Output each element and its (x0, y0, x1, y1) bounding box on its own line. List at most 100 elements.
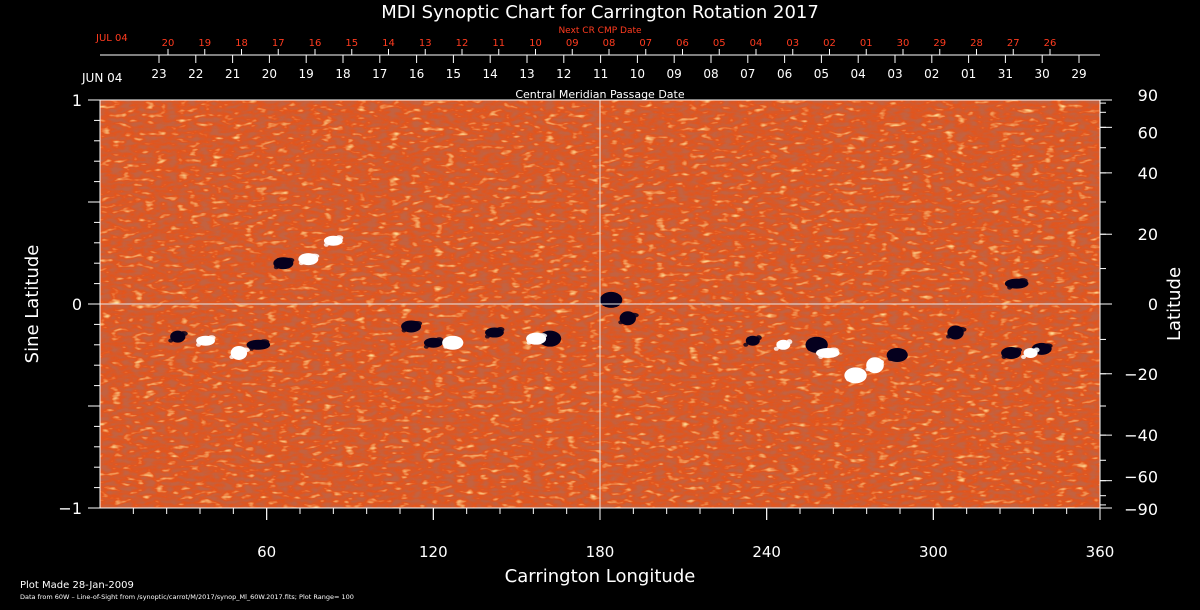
next-cmp-date-label: 07 (639, 38, 652, 49)
cmp-date-label: 16 (409, 67, 424, 81)
active-region-fragment (755, 335, 762, 341)
cmp-date-label: 07 (740, 67, 755, 81)
next-cmp-date-label: 20 (162, 38, 175, 49)
cmp-date-label: 06 (777, 67, 792, 81)
cmp-axis: JUN 04 23 22 21 20 19 18 17 16 15 14 13 12 11 10 09 08 0… (81, 55, 1087, 101)
x-axis-label: Carrington Longitude (505, 566, 696, 587)
data-source-note: Data from 60W – Line-of-Sight from /syno… (20, 593, 354, 601)
active-region-fragment (284, 257, 295, 263)
active-region-fragment (196, 342, 202, 347)
active-region-fragment (401, 328, 407, 333)
active-region-fragment (613, 294, 622, 300)
cmp-date-label: 31 (998, 67, 1013, 81)
y-right-tick-label: −90 (1124, 500, 1158, 519)
next-cmp-date-label: 12 (456, 38, 469, 49)
active-region-fragment (887, 357, 893, 361)
cmp-axis-label: Central Meridian Passage Date (515, 88, 684, 101)
y-right-tick-label: 20 (1138, 225, 1158, 244)
y-left-tick-label: 0 (72, 295, 82, 314)
next-cmp-date-label: 29 (933, 38, 946, 49)
active-region-fragment (1012, 347, 1023, 353)
active-region-fragment (865, 367, 871, 372)
next-cmp-start-label: JUL 04 (95, 33, 128, 44)
next-cmp-date-label: 19 (198, 38, 211, 49)
active-region-fragment (423, 344, 429, 349)
cmp-date-label: 11 (593, 67, 608, 81)
active-region-fragment (956, 327, 967, 333)
active-region-fragment (537, 333, 548, 339)
cmp-date-label: 19 (299, 67, 314, 81)
active-region-fragment (309, 253, 320, 259)
y-axis-left-ticks: 1 0 −1 (58, 91, 100, 518)
active-region-fragment (618, 320, 624, 325)
x-tick-label: 120 (419, 543, 448, 561)
next-cmp-date-label: 04 (750, 38, 763, 49)
cmp-date-label: 10 (630, 67, 645, 81)
active-region-fragment (412, 320, 423, 326)
next-cmp-date-label: 08 (603, 38, 616, 49)
active-region-fragment (248, 346, 254, 351)
next-cmp-date-label: 27 (1007, 38, 1020, 49)
cmp-start-label: JUN 04 (81, 71, 122, 85)
next-cmp-date-label: 10 (529, 38, 542, 49)
next-cmp-date-label: 11 (492, 38, 505, 49)
cmp-date-label: 05 (814, 67, 829, 81)
active-region-fragment (526, 340, 532, 345)
active-region-fragment (857, 369, 866, 375)
active-region-fragment (1042, 343, 1053, 349)
plot-area (99, 99, 1101, 509)
y-left-tick-label: 1 (72, 91, 82, 110)
active-region-fragment (552, 333, 560, 339)
active-region-fragment (273, 265, 279, 270)
cmp-date-label: 13 (519, 67, 534, 81)
active-region-fragment (484, 334, 490, 339)
cmp-date-label: 20 (262, 67, 277, 81)
y-axis-right-label: Latitude (1164, 267, 1185, 341)
next-cmp-date-label: 13 (419, 38, 432, 49)
x-tick-label: 180 (586, 543, 615, 561)
active-region-fragment (1001, 354, 1007, 359)
active-region-fragment (946, 334, 952, 339)
chart-title: MDI Synoptic Chart for Carrington Rotati… (381, 2, 819, 23)
cmp-date-label: 12 (556, 67, 571, 81)
active-region-fragment (846, 377, 852, 382)
next-cmp-date-label: 18 (235, 38, 248, 49)
active-region-fragment (455, 337, 462, 343)
y-right-tick-label: −40 (1124, 426, 1158, 445)
cmp-date-label: 15 (446, 67, 461, 81)
plot-made-note: Plot Made 28-Jan-2009 (20, 580, 134, 591)
next-cmp-date-label: 16 (309, 38, 322, 49)
cmp-date-label: 18 (335, 67, 350, 81)
next-cmp-date-labels: 20 19 18 17 16 15 14 13 12 11 10 09 08 07 06 05 04 03 02 01… (162, 38, 1056, 55)
cmp-date-labels: 23 22 21 20 19 18 17 16 15 14 13 12 11 10 09 08 07 06 05 04… (151, 55, 1087, 81)
active-region-fragment (435, 337, 444, 343)
next-cmp-date-label: 17 (272, 38, 285, 49)
cmp-date-label: 21 (225, 67, 240, 81)
active-region-fragment (1007, 285, 1013, 290)
y-right-tick-label: 90 (1138, 86, 1158, 105)
y-right-tick-label: −60 (1124, 468, 1158, 487)
y-right-tick-label: 0 (1148, 295, 1158, 314)
active-regions (168, 235, 1053, 384)
cmp-date-label: 09 (667, 67, 682, 81)
cmp-date-label: 29 (1071, 67, 1086, 81)
active-region-fragment (786, 339, 793, 345)
active-region-fragment (207, 335, 216, 341)
cmp-date-label: 02 (924, 67, 939, 81)
active-region-fragment (335, 235, 344, 241)
cmp-date-label: 17 (372, 67, 387, 81)
next-cmp-date-label: 02 (823, 38, 836, 49)
y-left-tick-label: −1 (58, 499, 82, 518)
next-cmp-date-label: 05 (713, 38, 726, 49)
active-region-fragment (229, 354, 235, 359)
active-region-fragment (900, 349, 907, 355)
active-region-fragment (1021, 354, 1027, 359)
next-cmp-axis-label: Next CR CMP Date (558, 26, 642, 36)
active-region-fragment (807, 346, 813, 351)
active-region-fragment (828, 347, 839, 353)
cmp-date-label: 23 (151, 67, 166, 81)
x-tick-label: 300 (919, 543, 948, 561)
cmp-date-label: 14 (483, 67, 498, 81)
active-region-fragment (323, 242, 329, 247)
